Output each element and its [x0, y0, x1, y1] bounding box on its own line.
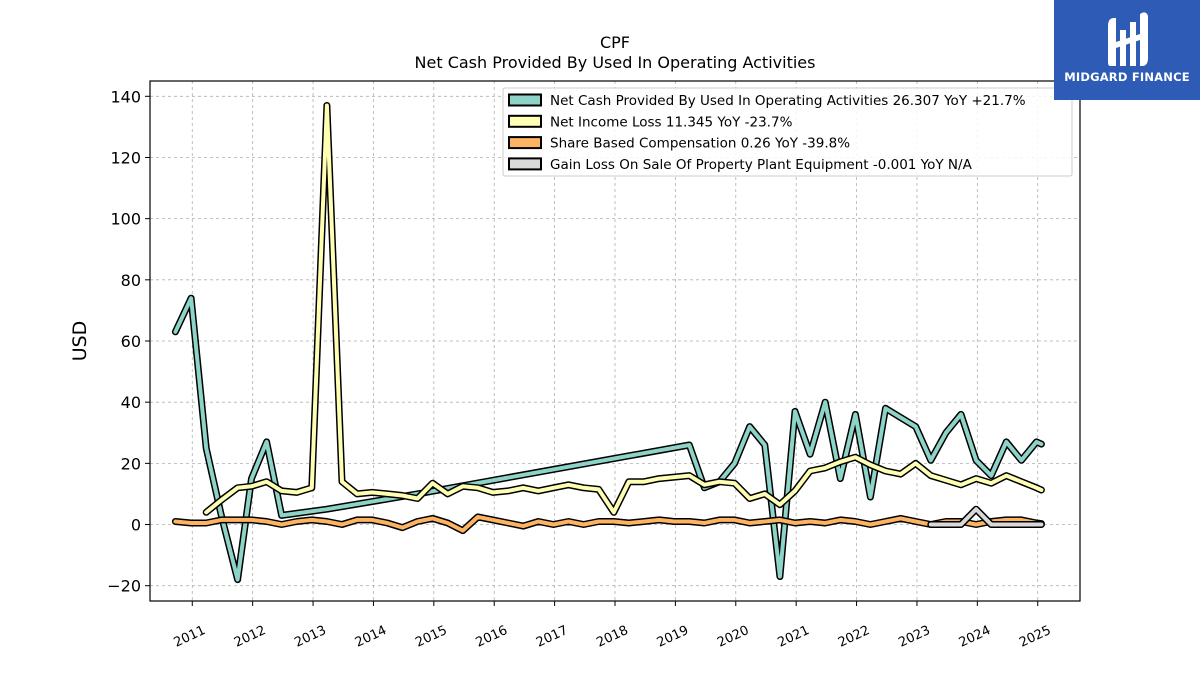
x-tick-label: 2012 — [232, 623, 268, 651]
y-axis-label: USD — [69, 321, 91, 362]
legend-swatch — [508, 157, 542, 171]
x-tick-label: 2025 — [1017, 623, 1053, 651]
x-tick-label: 2019 — [655, 623, 691, 651]
series-lines — [171, 102, 1045, 584]
x-tick-label: 2011 — [172, 623, 208, 651]
y-tick-label: −20 — [107, 577, 141, 596]
legend-swatch — [508, 114, 542, 128]
x-tick-label: 2015 — [413, 623, 449, 651]
series-0-outline — [171, 294, 1045, 584]
series-2-line — [173, 514, 1044, 533]
legend-entry: Net Cash Provided By Used In Operating A… — [550, 93, 1026, 109]
x-tick-label: 2016 — [474, 623, 510, 651]
x-tick-label: 2013 — [292, 623, 328, 651]
x-tick-label: 2018 — [594, 623, 630, 651]
series-0-line — [173, 296, 1044, 582]
x-tick-label: 2023 — [896, 623, 932, 651]
legend-entry: Share Based Compensation 0.26 YoY -39.8% — [550, 136, 850, 152]
mf-monogram-icon — [1108, 12, 1148, 66]
legend: Net Cash Provided By Used In Operating A… — [502, 87, 1073, 177]
legend-swatch — [508, 136, 542, 150]
chart-title: CPF — [600, 33, 630, 52]
y-tick-label: 40 — [121, 393, 141, 412]
brand-name: MIDGARD FINANCE — [1064, 70, 1190, 84]
x-tick-label: 2021 — [776, 623, 812, 651]
y-tick-label: 100 — [110, 210, 141, 229]
y-tick-label: 20 — [121, 454, 141, 473]
y-axis-ticks: −20 0 20 40 60 80 100 120 140 — [107, 87, 150, 596]
y-tick-label: 0 — [131, 516, 141, 535]
legend-frame — [502, 87, 1073, 177]
brand-logo: MIDGARD FINANCE — [1054, 0, 1200, 100]
y-tick-label: 80 — [121, 271, 141, 290]
y-tick-label: 120 — [110, 148, 141, 167]
y-tick-label: 60 — [121, 332, 141, 351]
series-3-line — [928, 507, 1044, 527]
legend-entry: Net Income Loss 11.345 YoY -23.7% — [550, 114, 793, 130]
chart-subtitle: Net Cash Provided By Used In Operating A… — [415, 53, 816, 72]
x-tick-label: 2024 — [957, 623, 993, 651]
legend-entry: Gain Loss On Sale Of Property Plant Equi… — [550, 157, 973, 173]
x-axis-ticks: 2011 2012 2013 2014 2015 2016 2017 2018 2019 2020… — [172, 601, 1053, 651]
y-tick-label: 140 — [110, 87, 141, 106]
x-tick-label: 2017 — [534, 623, 570, 651]
legend-swatch — [508, 93, 542, 107]
x-tick-label: 2020 — [715, 623, 751, 651]
series-1-line — [204, 103, 1044, 515]
x-tick-label: 2022 — [836, 623, 872, 651]
x-tick-label: 2014 — [353, 623, 389, 651]
